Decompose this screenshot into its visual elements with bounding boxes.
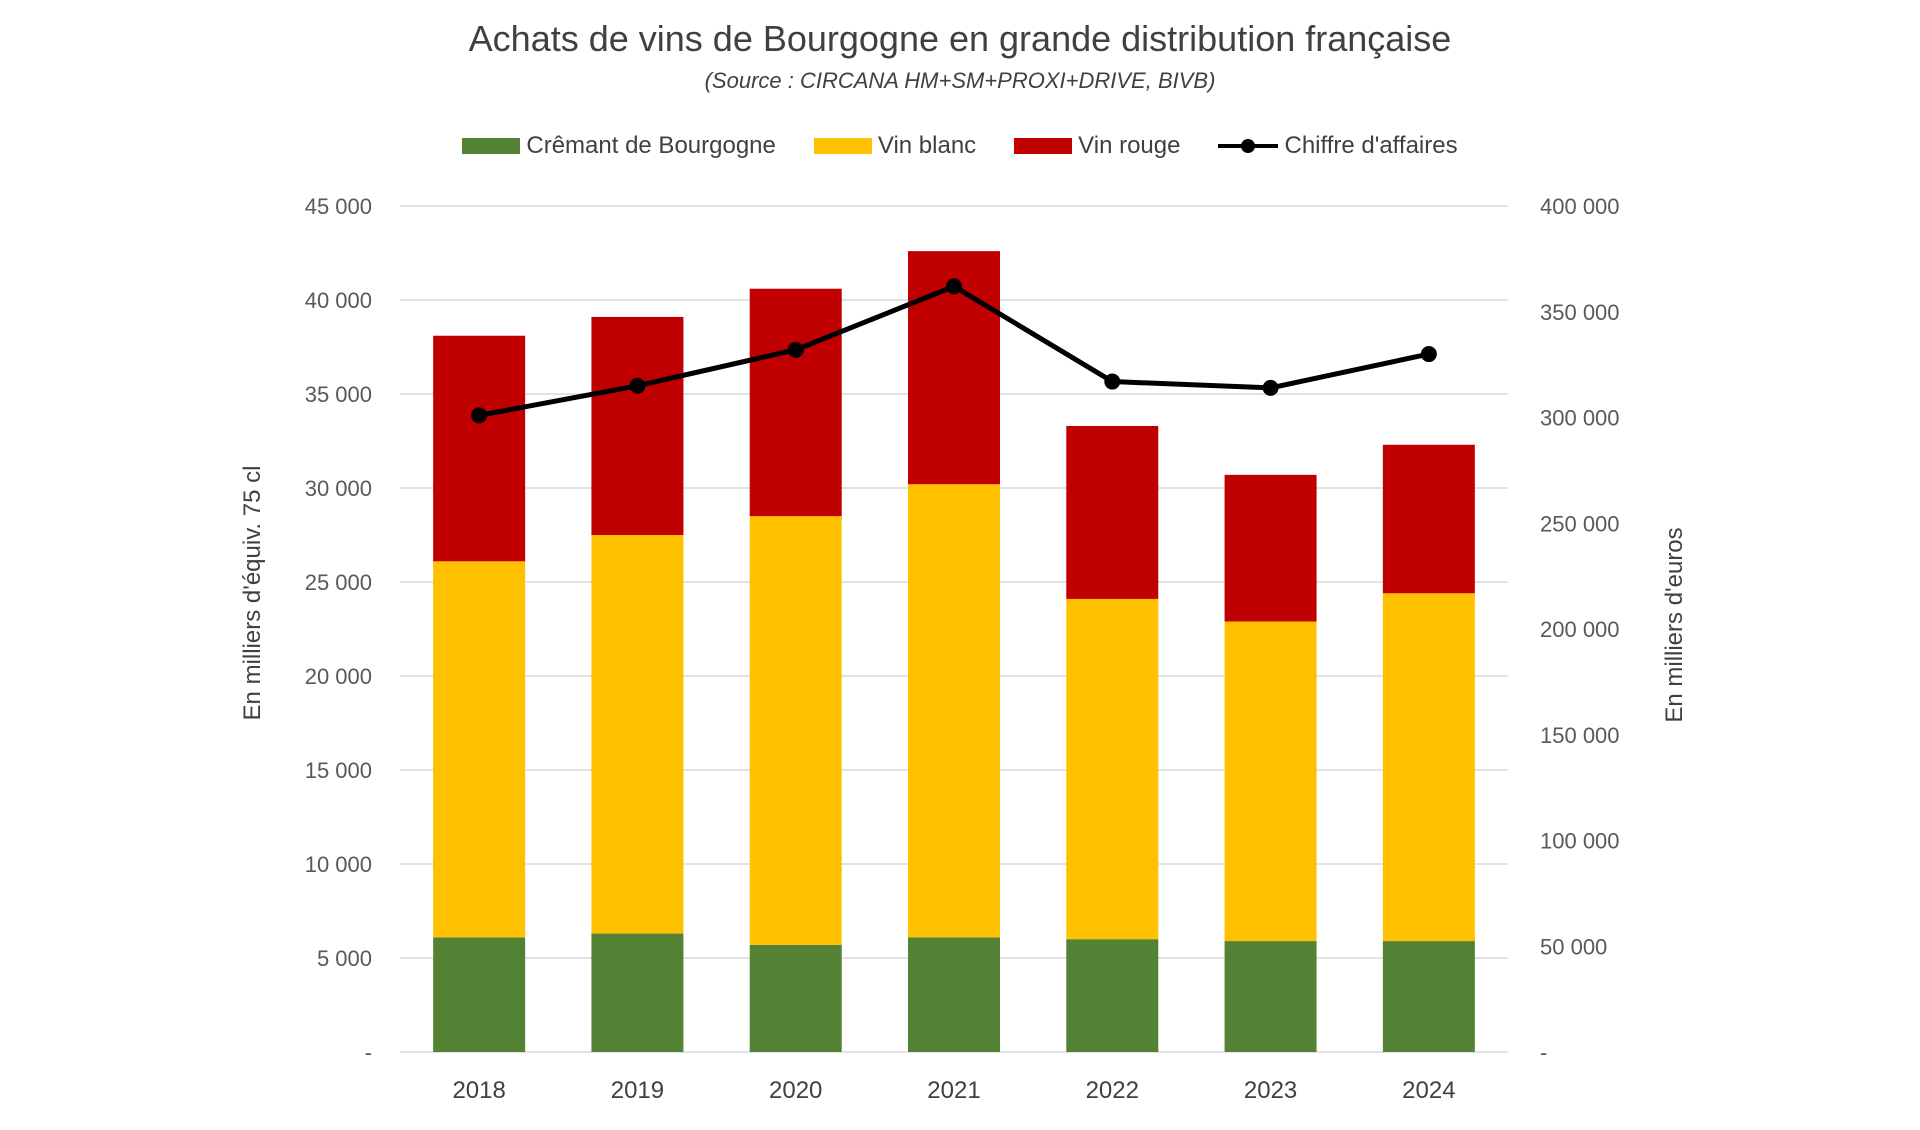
left-tick-label: 5 000 [317, 946, 372, 971]
chart-subtitle: (Source : CIRCANA HM+SM+PROXI+DRIVE, BIV… [704, 68, 1216, 93]
revenue-point-2023 [1262, 379, 1279, 396]
legend-item-chiffre-affaires: Chiffre d'affaires [1218, 132, 1458, 160]
x-category-label: 2019 [611, 1077, 664, 1104]
revenue-point-2020 [787, 341, 804, 358]
bar-cremant-2022 [1066, 939, 1159, 1052]
legend-label-vin-rouge: Vin rouge [1078, 132, 1181, 159]
right-axis-title: En milliers d'euros [1661, 527, 1688, 722]
x-category-label: 2022 [1086, 1077, 1139, 1104]
legend-label-chiffre-affaires: Chiffre d'affaires [1284, 132, 1458, 159]
left-tick-label: 25 000 [305, 570, 372, 595]
left-tick-label: 30 000 [305, 476, 372, 501]
right-tick-label: 150 000 [1540, 723, 1620, 748]
bar-vin-rouge-2018 [433, 335, 526, 562]
left-tick-label: - [365, 1040, 372, 1065]
bar-vin-rouge-2024 [1382, 444, 1475, 594]
legend-label-cremant: Crêmant de Bourgogne [526, 132, 776, 159]
legend-label-vin-blanc: Vin blanc [877, 132, 977, 159]
left-axis-title: En milliers d'équiv. 75 cl [239, 466, 266, 721]
bar-vin-blanc-2021 [908, 484, 1000, 938]
legend-item-cremant: Crêmant de Bourgogne [462, 132, 776, 160]
right-tick-label: 350 000 [1540, 300, 1620, 325]
legend-swatch-cremant [462, 138, 521, 154]
revenue-point-2024 [1420, 346, 1437, 363]
revenue-point-2022 [1104, 373, 1121, 390]
right-tick-label: 300 000 [1540, 406, 1620, 431]
right-axis-ticks: - 50 000 100 000 150 000 200 000 250 000 300 0… [1540, 194, 1620, 1065]
bar-cremant-2018 [433, 937, 526, 1052]
right-tick-label: 200 000 [1540, 617, 1620, 642]
right-tick-label: 250 000 [1540, 511, 1620, 536]
bar-vin-rouge-2023 [1224, 474, 1317, 622]
revenue-point-2019 [629, 377, 646, 394]
legend-swatch-vin-rouge [1014, 138, 1073, 154]
bar-vin-rouge-2022 [1066, 425, 1159, 599]
right-tick-label: 400 000 [1540, 194, 1620, 219]
bar-cremant-2020 [749, 944, 842, 1052]
x-category-label: 2020 [769, 1077, 822, 1104]
x-category-label: 2023 [1244, 1077, 1297, 1104]
chart-title: Achats de vins de Bourgogne en grande di… [468, 18, 1452, 59]
left-axis-ticks: - 5 000 10 000 15 000 20 000 25 000 30 000 35 0… [305, 194, 372, 1065]
bar-vin-blanc-2022 [1066, 598, 1159, 940]
left-tick-label: 35 000 [305, 382, 372, 407]
legend-item-vin-blanc: Vin blanc [813, 132, 977, 160]
bar-cremant-2021 [908, 937, 1000, 1052]
bar-cremant-2019 [591, 933, 684, 1052]
bar-vin-blanc-2024 [1382, 593, 1475, 942]
revenue-point-2021 [946, 278, 962, 295]
bar-vin-blanc-2023 [1224, 621, 1317, 942]
bar-vin-rouge-2019 [591, 316, 684, 535]
left-tick-label: 10 000 [305, 852, 372, 877]
left-tick-label: 40 000 [305, 288, 372, 313]
right-tick-label: - [1540, 1040, 1547, 1065]
bar-vin-blanc-2018 [433, 561, 526, 938]
bar-vin-blanc-2019 [591, 535, 684, 934]
revenue-point-2018 [471, 407, 488, 424]
bar-vin-rouge-2020 [749, 288, 842, 517]
bar-cremant-2024 [1382, 941, 1475, 1052]
right-tick-label: 50 000 [1540, 934, 1607, 959]
legend-swatch-vin-blanc [813, 138, 872, 154]
right-tick-label: 100 000 [1540, 829, 1620, 854]
revenue-line [471, 278, 1437, 424]
bar-cremant-2023 [1224, 941, 1317, 1052]
x-axis-categories: 2018 2019 2020 2021 2022 2023 2024 [452, 1077, 1455, 1104]
x-category-label: 2021 [927, 1077, 980, 1104]
bar-vin-blanc-2020 [749, 516, 842, 945]
left-tick-label: 15 000 [305, 758, 372, 783]
chart-legend: Crêmant de Bourgogne Vin blanc Vin rouge… [0, 132, 1920, 160]
left-tick-label: 20 000 [305, 664, 372, 689]
x-category-label: 2024 [1402, 1077, 1455, 1104]
x-category-label: 2018 [452, 1077, 505, 1104]
bars [433, 251, 1475, 1052]
legend-swatch-chiffre-affaires [1218, 136, 1279, 156]
left-tick-label: 45 000 [305, 194, 372, 219]
legend-item-vin-rouge: Vin rouge [1014, 132, 1180, 160]
